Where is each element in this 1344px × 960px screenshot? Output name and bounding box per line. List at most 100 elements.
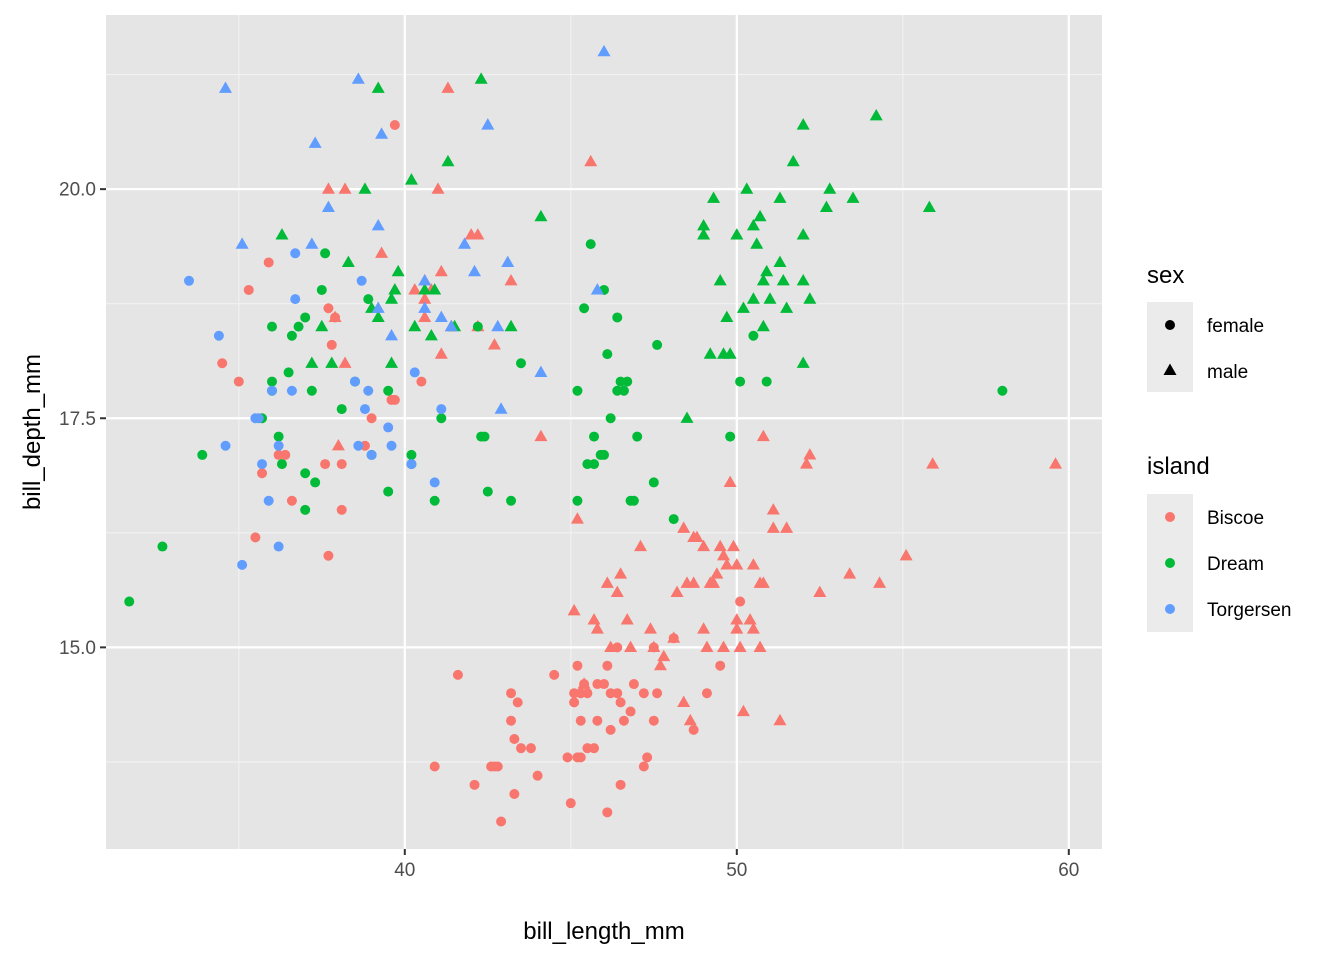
point-dream-female: [595, 449, 606, 460]
point-biscoe-female: [326, 339, 337, 350]
point-biscoe-male: [780, 521, 794, 533]
point-biscoe-male: [766, 521, 780, 533]
point-dream-male: [796, 228, 810, 240]
point-dream-female: [267, 376, 277, 387]
point-dream-female: [585, 239, 596, 250]
point-dream-female: [572, 495, 583, 506]
point-biscoe-female: [592, 679, 603, 690]
y-axis-title: bill_depth_mm: [19, 354, 46, 510]
point-biscoe-male: [408, 283, 422, 295]
point-dream-male: [408, 319, 422, 332]
point-torgersen-female: [366, 449, 377, 460]
point-dream-female: [605, 413, 616, 424]
point-dream-female: [589, 459, 600, 470]
point-dream-female: [406, 449, 417, 460]
legend-sex: sex female male: [1147, 262, 1264, 392]
x-tick-label: 40: [394, 860, 415, 881]
x-axis-ticks: 40 50 60: [394, 849, 1079, 881]
point-dream-female: [572, 385, 583, 396]
point-biscoe-male: [710, 567, 724, 579]
point-biscoe-female: [429, 761, 440, 772]
point-torgersen-male: [458, 237, 472, 249]
point-torgersen-female: [290, 248, 301, 259]
legend-sex-title: sex: [1147, 262, 1184, 289]
point-dream-male: [371, 310, 385, 323]
point-dream-female: [506, 495, 517, 506]
point-biscoe-female: [532, 770, 543, 781]
point-dream-male: [803, 292, 817, 304]
point-torgersen-female: [253, 413, 264, 424]
point-biscoe-female: [582, 688, 593, 699]
point-dream-female: [306, 385, 317, 396]
point-biscoe-male: [441, 81, 455, 93]
point-dream-female: [320, 248, 331, 259]
point-biscoe-male: [584, 154, 598, 167]
point-biscoe-female: [735, 596, 746, 607]
point-torgersen-female: [359, 404, 370, 415]
point-biscoe-male: [730, 613, 744, 625]
point-dream-female: [310, 477, 321, 488]
point-torgersen-female: [406, 459, 417, 470]
point-torgersen-female: [273, 440, 284, 451]
point-biscoe-female: [280, 449, 291, 460]
point-dream-female: [652, 339, 663, 350]
point-biscoe-male: [697, 539, 711, 552]
point-biscoe-female: [416, 376, 427, 387]
point-biscoe-male: [723, 475, 737, 488]
point-biscoe-male: [746, 558, 760, 570]
point-torgersen-female: [257, 459, 268, 470]
point-torgersen-male: [418, 273, 432, 286]
point-biscoe-female: [625, 706, 636, 717]
point-torgersen-male: [375, 127, 389, 139]
point-dream-male: [275, 228, 289, 240]
point-dream-female: [579, 303, 590, 314]
point-biscoe-male: [899, 548, 913, 561]
legend-island-title: island: [1147, 453, 1210, 480]
point-dream-female: [383, 486, 394, 497]
point-torgersen-male: [534, 365, 548, 378]
point-biscoe-male: [726, 539, 740, 552]
point-dream-male: [703, 347, 717, 359]
point-dream-female: [124, 596, 135, 607]
point-dream-male: [760, 264, 774, 277]
point-dream-female: [668, 514, 679, 525]
point-biscoe-female: [509, 789, 520, 800]
point-biscoe-female: [572, 660, 583, 671]
point-biscoe-male: [677, 521, 691, 533]
point-dream-male: [746, 292, 760, 304]
point-biscoe-male: [434, 264, 448, 277]
point-dream-female: [429, 495, 440, 506]
point-biscoe-male: [657, 649, 671, 662]
point-dream-male: [796, 273, 810, 286]
point-biscoe-male: [753, 640, 767, 652]
point-torgersen-male: [491, 319, 505, 332]
point-dream-male: [720, 310, 734, 323]
point-biscoe-female: [648, 715, 659, 726]
point-torgersen-female: [273, 541, 284, 552]
point-biscoe-male: [610, 585, 624, 597]
point-biscoe-male: [434, 347, 448, 359]
point-dream-male: [474, 72, 488, 84]
point-biscoe-male: [418, 310, 432, 323]
point-dream-male: [697, 218, 711, 231]
point-biscoe-female: [572, 752, 583, 763]
point-dream-female: [293, 321, 304, 332]
point-dream-male: [424, 328, 438, 341]
point-biscoe-female: [389, 119, 400, 130]
x-tick-label: 60: [1058, 860, 1079, 881]
point-biscoe-male: [471, 228, 485, 240]
point-dream-male: [680, 411, 694, 423]
point-biscoe-female: [642, 752, 653, 763]
point-biscoe-male: [667, 631, 681, 643]
point-biscoe-female: [512, 697, 523, 708]
point-dream-male: [736, 301, 750, 313]
point-biscoe-male: [743, 613, 757, 625]
point-biscoe-male: [733, 640, 747, 652]
point-dream-female: [300, 468, 311, 479]
point-biscoe-male: [813, 585, 827, 597]
point-biscoe-female: [320, 459, 331, 470]
point-dream-male: [780, 301, 794, 313]
data-points: [124, 44, 1063, 827]
point-biscoe-female: [233, 376, 244, 387]
